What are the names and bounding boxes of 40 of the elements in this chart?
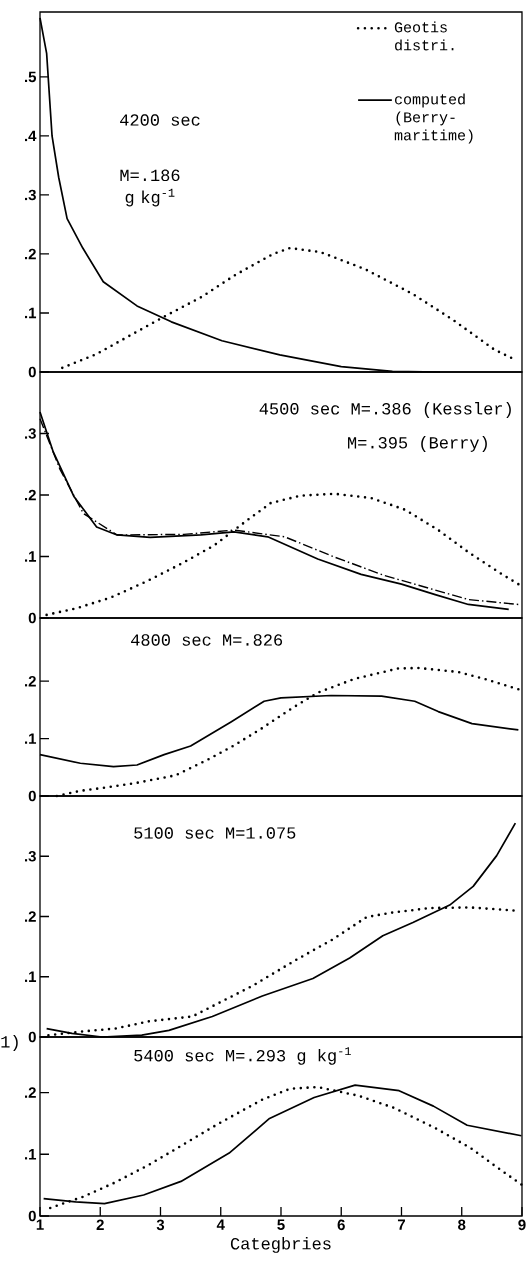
annotation: 5100 sec M=1.075 — [134, 827, 296, 839]
legend-label: computed (Berry-maritime) — [394, 93, 473, 144]
annotation: 5400 sec M=.293 g kg$^{-1}$ — [134, 1047, 351, 1065]
y-tick-label: .3 — [24, 428, 36, 439]
x-tick-label: 5 — [277, 1219, 285, 1230]
y-tick-label: 0 — [28, 1210, 36, 1222]
y-tick-label: .5 — [24, 71, 37, 83]
x-tick-label: 7 — [397, 1219, 405, 1230]
annotation: 4800 sec M=.826 — [131, 634, 283, 646]
text: 1) — [1, 1035, 18, 1051]
y-tick-label: .1 — [24, 307, 37, 319]
y-tick-label: .2 — [24, 489, 36, 501]
annotation: M=.395 (Berry) — [348, 436, 487, 452]
y-tick-label: 0 — [28, 1031, 36, 1043]
x-tick-label: 6 — [337, 1219, 345, 1231]
x-tick-label: 4 — [216, 1219, 225, 1230]
x-tick-label: 9 — [518, 1219, 526, 1231]
y-tick-label: 0 — [28, 790, 36, 802]
y-tick-label: 0 — [28, 612, 36, 624]
y-tick-label: .1 — [24, 971, 37, 982]
x-tick-label: 8 — [458, 1219, 466, 1231]
legend-label: Geotis distri. — [394, 21, 454, 51]
y-tick-label: .2 — [24, 675, 36, 687]
annotation: 4500 sec M=.386 (Kessler) — [259, 402, 511, 418]
x-tick-label: 2 — [96, 1219, 104, 1230]
y-tick-label: .1 — [24, 551, 37, 562]
y-tick-label: .2 — [24, 911, 36, 922]
y-tick-label: .2 — [24, 1087, 36, 1098]
y-tick-label: 0 — [28, 366, 36, 378]
annotation: 4200 sec — [120, 114, 200, 126]
annotation: M=.186 g kg$^{-1}$ — [120, 169, 180, 207]
x-axis-title: Categbries — [230, 1237, 331, 1253]
y-tick-label: .4 — [24, 130, 37, 142]
x-tick-label: 3 — [156, 1219, 165, 1231]
y-tick-label: .3 — [24, 189, 36, 201]
y-tick-label: .3 — [24, 850, 36, 862]
x-tick-label: 1 — [36, 1219, 44, 1230]
y-tick-label: .2 — [24, 248, 36, 260]
y-tick-label: .1 — [24, 1149, 37, 1160]
y-tick-label: .1 — [24, 733, 37, 744]
